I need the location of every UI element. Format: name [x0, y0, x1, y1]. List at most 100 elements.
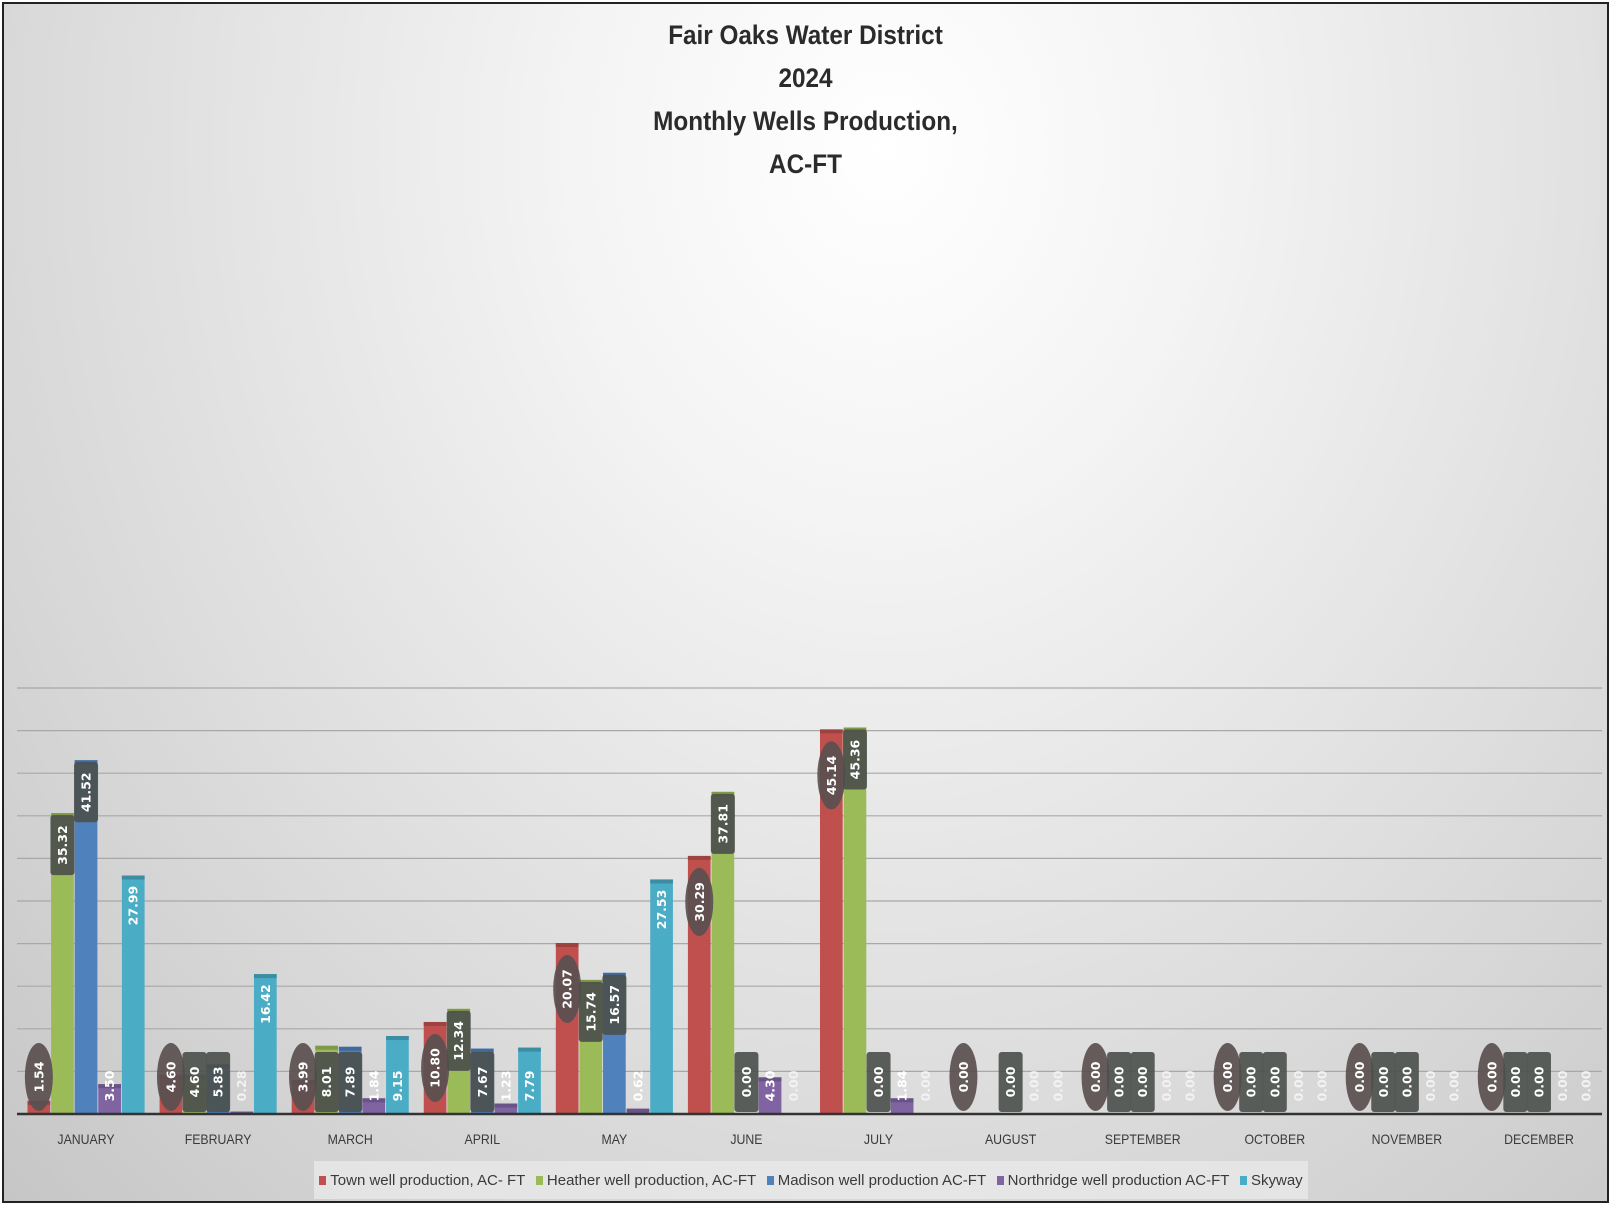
bar-cap [494, 1103, 518, 1108]
data-label: 0.00 [1130, 1052, 1155, 1112]
data-label: 4.30 [763, 1070, 778, 1101]
chart-title-line-2: 2024 [778, 63, 833, 93]
bar-cap [555, 943, 579, 948]
legend-swatch-heather [535, 1175, 543, 1185]
x-tick-label: MAY [601, 1131, 627, 1147]
data-label-text: 0.00 [1376, 1066, 1391, 1097]
data-label: 0.00 [1081, 1043, 1110, 1111]
data-label-oval [949, 1043, 978, 1111]
data-label-oval [553, 955, 582, 1024]
data-label: 0.00 [949, 1043, 978, 1111]
data-label-text: 12.34 [451, 1021, 466, 1061]
data-label-text: 0.62 [630, 1071, 645, 1102]
data-label-box [338, 1052, 363, 1112]
data-label: 0.00 [866, 1052, 891, 1112]
data-label-text: 0.00 [1531, 1066, 1546, 1097]
data-label-box [446, 1010, 471, 1071]
chart-title-line-3: Monthly Wells Production, [653, 106, 958, 136]
legend-swatch-town [319, 1175, 327, 1185]
bar [121, 875, 145, 1114]
data-label-text: 30.29 [692, 882, 707, 922]
x-tick-label: MARCH [328, 1131, 373, 1147]
data-label-text: 4.60 [187, 1066, 202, 1097]
data-label: 0.00 [1423, 1070, 1438, 1101]
data-label: 0.00 [1291, 1070, 1306, 1101]
data-label: 4.60 [156, 1043, 185, 1111]
data-label: 4.60 [182, 1052, 207, 1112]
data-label-oval [24, 1043, 53, 1111]
legend-label-madison: Madison well production AC-FT [777, 1171, 987, 1189]
legend-item-heather: Heather well production, AC-FT [535, 1172, 756, 1189]
legend-item-madison: Madison well production AC-FT [766, 1171, 987, 1189]
chart-title: Fair Oaks Water District 2024 Monthly We… [84, 14, 1527, 186]
data-label-text: 16.42 [258, 984, 273, 1024]
data-label-box [842, 729, 867, 790]
data-label-text: 4.30 [763, 1070, 778, 1101]
data-label: 0.00 [786, 1070, 801, 1101]
data-label-box [1262, 1052, 1287, 1112]
bar [74, 760, 98, 1114]
data-label-oval [817, 741, 846, 810]
bar [98, 1084, 121, 1114]
bar-cap [687, 855, 711, 860]
data-labels: 1.54 35.32 41.52 3.50 27.99 4.60 4.60 5.83 0.28 1… [24, 729, 1594, 1112]
data-label: 0.00 [1345, 1043, 1374, 1111]
data-label: 0.00 [1555, 1070, 1570, 1101]
data-label-box [206, 1052, 231, 1112]
data-label-box [734, 1052, 759, 1112]
data-label: 0.00 [1107, 1052, 1132, 1112]
data-label-box [74, 762, 99, 823]
bar-cap [423, 1021, 447, 1026]
data-label-text: 0.00 [1088, 1061, 1103, 1092]
data-label: 20.07 [553, 955, 582, 1024]
x-tick-label: DECEMBER [1504, 1131, 1574, 1147]
legend-item-town: Town well production, AC- FT [319, 1172, 525, 1189]
data-label-text: 5.83 [211, 1067, 226, 1098]
bar [843, 727, 867, 1114]
data-label-text: 4.60 [163, 1061, 178, 1092]
data-label-box [710, 793, 735, 854]
data-label: 0.00 [1314, 1070, 1329, 1101]
data-label: 27.99 [126, 886, 141, 926]
data-label-box [1107, 1052, 1132, 1112]
data-label: 0.00 [1159, 1070, 1174, 1101]
data-label: 1.23 [498, 1071, 513, 1102]
data-label: 30.29 [685, 867, 714, 936]
data-label: 0.62 [630, 1071, 645, 1102]
data-label-oval [1081, 1043, 1110, 1111]
x-tick-label: SEPTEMBER [1105, 1131, 1181, 1147]
x-tick-label: APRIL [465, 1131, 501, 1147]
x-tick-label: AUGUST [985, 1131, 1036, 1147]
data-label-text: 9.15 [390, 1071, 405, 1102]
data-label: 1.84 [366, 1070, 381, 1101]
data-label-text: 0.00 [1508, 1066, 1523, 1097]
legend-swatch-skyway [1239, 1175, 1247, 1185]
data-label: 0.00 [734, 1052, 759, 1112]
legend-item-skyway: Skyway [1239, 1171, 1303, 1189]
data-label: 0.00 [1371, 1052, 1396, 1112]
bar-cap [819, 729, 843, 734]
bar [650, 879, 673, 1114]
data-label: 27.53 [654, 890, 669, 930]
data-label-text: 0.00 [1423, 1070, 1438, 1101]
data-label-box [470, 1052, 495, 1112]
data-label-text: 7.89 [343, 1067, 358, 1098]
data-label-text: 0.00 [1579, 1070, 1594, 1101]
bar-cap [338, 1046, 362, 1051]
data-label-text: 27.53 [654, 890, 669, 930]
data-label-text: 0.00 [739, 1066, 754, 1097]
data-label: 0.00 [1027, 1070, 1042, 1101]
data-label-text: 0.00 [1447, 1070, 1462, 1101]
data-label: 0.00 [1394, 1052, 1419, 1112]
data-label-text: 0.00 [1244, 1066, 1259, 1097]
legend-label-skyway: Skyway [1250, 1171, 1303, 1189]
data-label-text: 16.57 [607, 985, 622, 1025]
data-label: 1.54 [24, 1043, 53, 1111]
data-label-box [866, 1052, 891, 1112]
data-label-oval [289, 1043, 318, 1111]
chart-title-line-1: Fair Oaks Water District [668, 20, 943, 50]
data-label-text: 41.52 [79, 772, 94, 812]
data-label-text: 1.84 [895, 1070, 910, 1101]
legend-label-northridge: Northridge well production AC-FT [1007, 1171, 1230, 1189]
x-tick-label: OCTOBER [1244, 1131, 1305, 1147]
